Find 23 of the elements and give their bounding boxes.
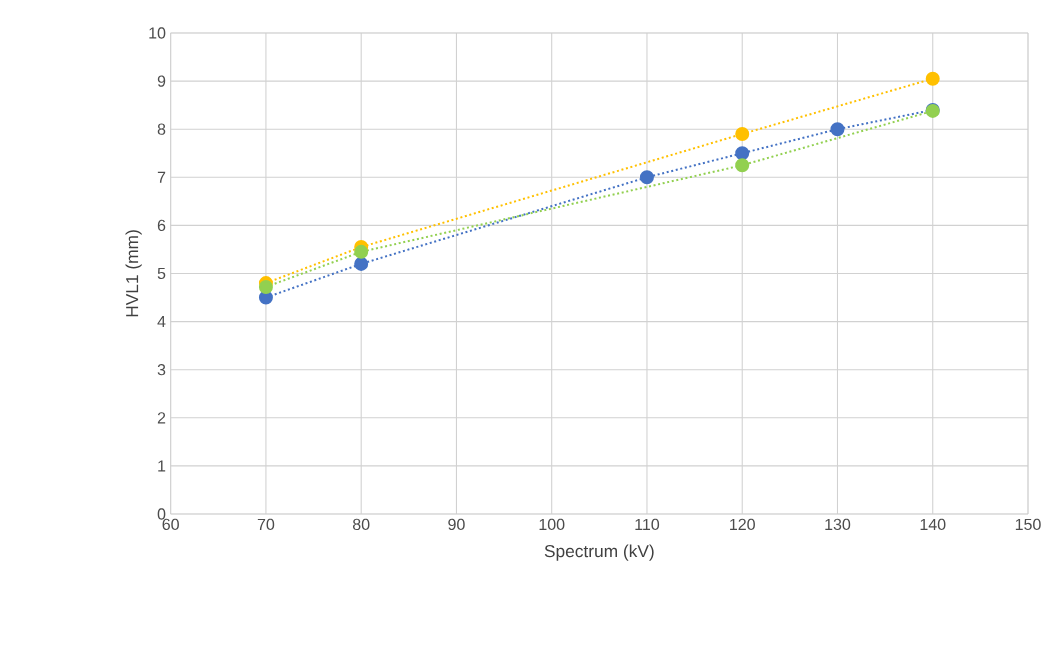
y-tick-label: 4 [157, 316, 166, 328]
y-tick-label: 6 [157, 219, 166, 232]
x-tick-label: 60 [162, 518, 179, 531]
y-tick-label: 10 [149, 27, 166, 39]
y-tick-label: 5 [157, 267, 166, 280]
y-tick-label: 2 [157, 412, 166, 424]
x-axis-title: Spectrum (kV) [544, 544, 654, 561]
x-tick-label: 140 [920, 518, 946, 531]
x-tick-label: 70 [257, 518, 275, 531]
x-tick-label: 130 [825, 518, 851, 531]
x-tick-label: 80 [352, 518, 370, 531]
y-tick-label: 9 [157, 75, 166, 87]
y-tick-label: 8 [157, 123, 166, 135]
y-tick-label: 7 [157, 171, 166, 183]
x-tick-label: 110 [635, 518, 660, 531]
x-tick-label: 90 [448, 518, 465, 531]
y-axis-title: HVL1 (mm) [125, 230, 142, 317]
y-tick-label: 0 [157, 508, 166, 520]
x-tick-label: 100 [539, 518, 565, 531]
y-tick-label: 3 [157, 364, 166, 376]
y-tick-label: 1 [158, 460, 166, 472]
x-tick-label: 120 [730, 518, 755, 531]
x-tick-label: 150 [1015, 518, 1041, 531]
